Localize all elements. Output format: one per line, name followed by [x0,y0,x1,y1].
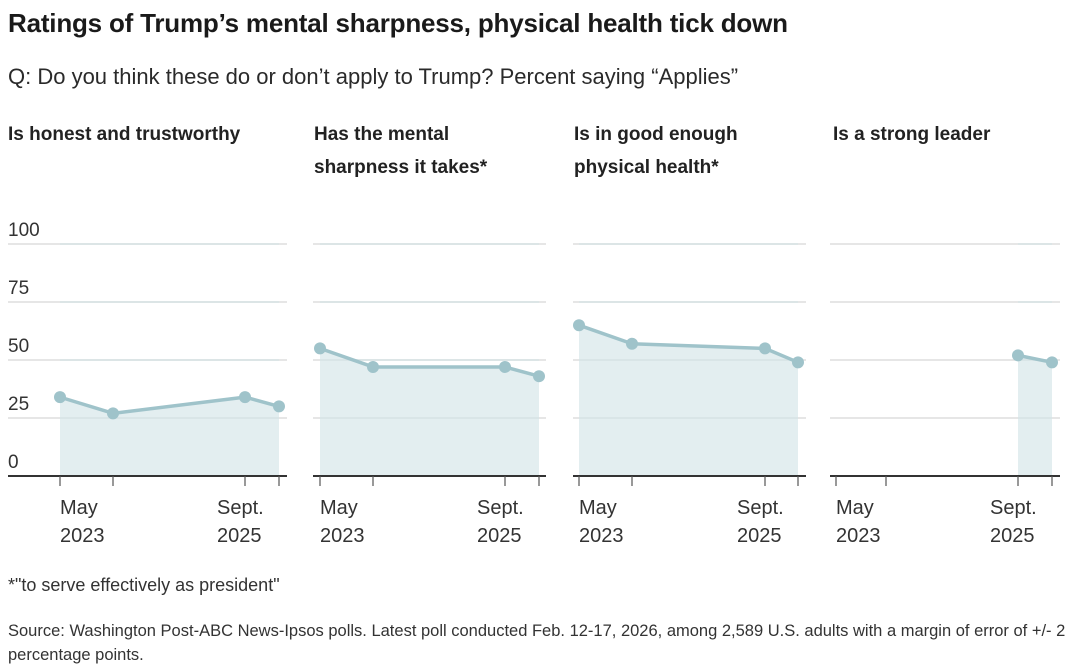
panel-title-honest: Is honest and trustworthy [8,118,240,151]
panel-title-line: physical health* [574,157,719,178]
panel-title-physical-health: Is in good enough physical health* [574,118,738,184]
x-tick-label-month: Sept. [990,497,1037,519]
data-point [107,407,119,420]
data-point [759,342,771,355]
data-point [273,400,285,413]
y-tick-label: 0 [8,452,19,473]
data-point [314,342,326,355]
series-line [578,323,799,364]
source-note: Source: Washington Post-ABC News-Ipsos p… [8,622,1066,664]
panel-title-line: Is in good enough [574,124,738,145]
series-line [59,395,280,416]
x-tick-label-month: Sept. [477,497,524,519]
y-tick-label: 50 [8,336,29,357]
panel-title-line: Is honest and trustworthy [8,124,241,145]
data-point [1012,349,1024,362]
data-point [626,337,638,350]
panel-title-strong-leader: Is a strong leader [833,118,990,151]
y-tick-label: 25 [8,394,29,415]
x-tick-label-month: May [836,497,874,519]
data-point [499,360,511,373]
y-tick-label: 100 [8,220,40,241]
panel-title-line: sharpness it takes* [314,157,488,178]
chart-title: Ratings of Trump’s mental sharpness, phy… [8,8,788,38]
x-tick-label-month: May [579,497,617,519]
x-tick-label-year: 2023 [836,525,881,547]
x-tick-label-year: 2025 [990,525,1035,547]
data-point [54,391,66,404]
data-point [239,391,251,404]
x-tick-label-month: Sept. [737,497,784,519]
data-point [1046,356,1058,369]
data-point [573,319,585,332]
data-point [792,356,804,369]
panel-title-mental-sharpness: Has the mental sharpness it takes* [314,118,487,184]
x-tick-label-month: May [320,497,358,519]
x-tick-label-month: Sept. [217,497,264,519]
area-fill [579,325,798,476]
x-tick-label-year: 2025 [477,525,522,547]
x-tick-label-year: 2025 [737,525,782,547]
x-tick-label-year: 2023 [320,525,365,547]
footnote: *"to serve effectively as president" [8,575,280,595]
x-tick-label-year: 2023 [60,525,105,547]
y-tick-label: 75 [8,278,29,299]
chart-subtitle: Q: Do you think these do or don’t apply … [8,64,739,89]
area-fill [1018,355,1052,476]
series-line [319,346,540,378]
area-fill [320,348,539,476]
data-point [533,370,545,383]
panel-title-line: Is a strong leader [833,124,991,145]
x-tick-label-year: 2023 [579,525,624,547]
data-point [367,360,379,373]
panel-title-line: Has the mental [314,124,450,145]
x-tick-label-month: May [60,497,98,519]
x-tick-label-year: 2025 [217,525,262,547]
